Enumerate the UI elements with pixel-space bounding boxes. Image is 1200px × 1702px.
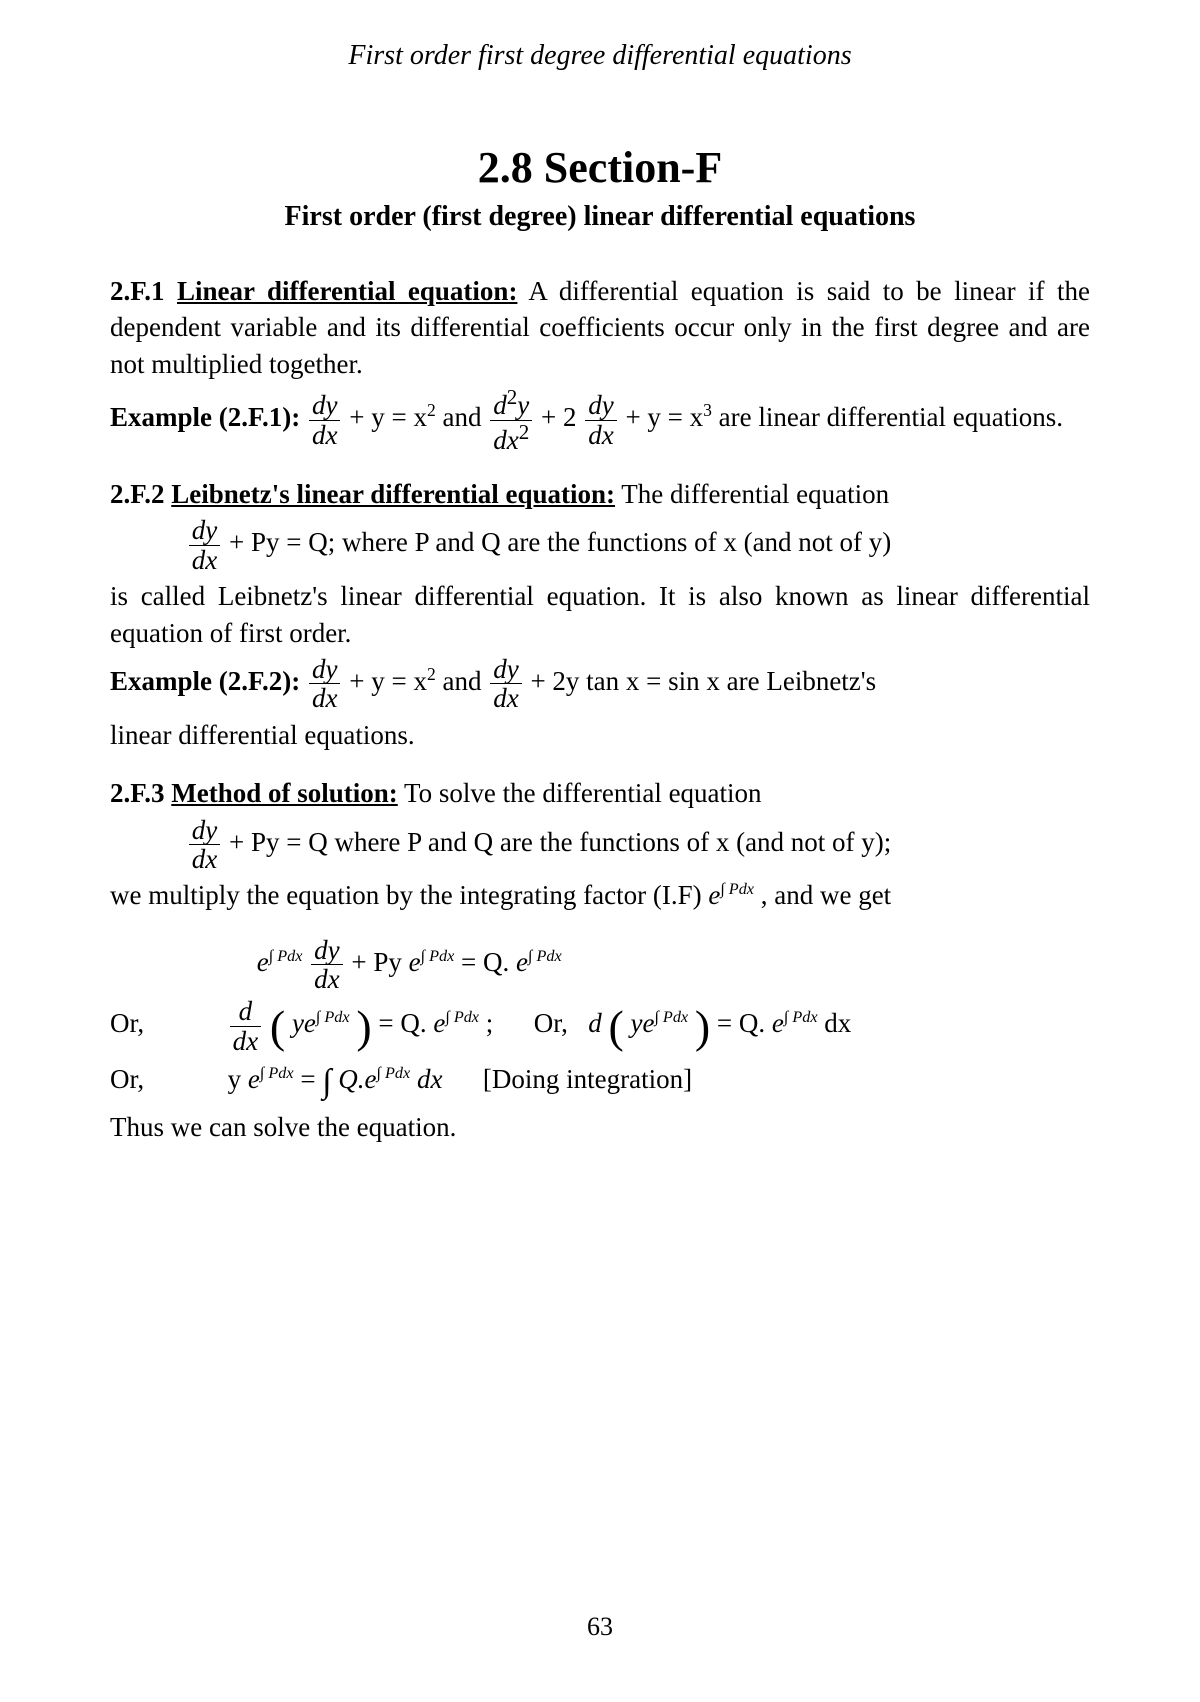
eq2-tail: + y = x (625, 402, 703, 432)
ex1-tail: are linear differential equations. (719, 402, 1063, 432)
frac-dy-dx: dydx (309, 391, 340, 449)
section-title: 2.8 Section-F (110, 142, 1090, 193)
frac-dy-dx: dydx (490, 655, 521, 713)
ex-label: Example (2.F.1): (110, 402, 300, 432)
and: and (442, 402, 488, 432)
and: and (442, 666, 488, 696)
method-text2: we multiply the equation by the integrat… (110, 877, 1090, 913)
frac-d-dx: ddx (230, 997, 261, 1055)
section-f2: 2.F.2 Leibnetz's linear differential equ… (110, 476, 1090, 512)
frac-dy-dx: dydx (189, 516, 220, 574)
sec-label: 2.F.2 (110, 479, 165, 509)
inline: + Py = Q; where P and Q are the function… (229, 527, 891, 557)
sec-heading: Linear differential equation: (177, 276, 517, 306)
integration-note: [Doing integration] (483, 1064, 692, 1094)
sec-text: The differential equation (615, 479, 889, 509)
leibnetz-eq: dydx + Py = Q; where P and Q are the fun… (110, 516, 1090, 574)
math-final: Thus we can solve the equation. (110, 1109, 1090, 1145)
example-f2-tail: linear differential equations. (110, 717, 1090, 753)
math-line2: Or, ddx ( ye∫ Pdx ) = Q. e∫ Pdx ; Or, d … (110, 997, 1090, 1055)
running-header: First order first degree differential eq… (110, 40, 1090, 72)
ex-label: Example (2.F.2): (110, 666, 300, 696)
eq1: + y = x (349, 666, 427, 696)
example-f1: Example (2.F.1): dydx + y = x2 and d2ydx… (110, 386, 1090, 454)
sec-heading: Leibnetz's linear differential equation: (171, 479, 615, 509)
section-f3: 2.F.3 Method of solution: To solve the d… (110, 775, 1090, 811)
frac-dy-dx: dydx (309, 655, 340, 713)
math-line1: e∫ Pdx dydx + Py e∫ Pdx = Q. e∫ Pdx (110, 936, 1090, 994)
sec-heading: Method of solution: (171, 778, 398, 808)
page: First order first degree differential eq… (0, 0, 1200, 1702)
frac-dy-dx: dydx (311, 936, 342, 994)
frac-d2y-dx2: d2ydx2 (490, 386, 532, 454)
method-eq: dydx + Py = Q where P and Q are the func… (110, 816, 1090, 874)
sec-text: To solve the differential equation (398, 778, 762, 808)
eq2-mid: + 2 (541, 402, 576, 432)
math-line3: Or, y e∫ Pdx = ∫ Q.e∫ Pdx dx [Doing inte… (110, 1059, 1090, 1105)
inline: + Py = Q where P and Q are the functions… (229, 827, 891, 857)
section-f1: 2.F.1 Linear differential equation: A di… (110, 273, 1090, 382)
eq1-rhs: + y = x (349, 402, 427, 432)
eq2: + 2y tan x = sin x are Leibnetz's (530, 666, 876, 696)
leibnetz-def: is called Leibnetz's linear differential… (110, 578, 1090, 651)
example-f2: Example (2.F.2): dydx + y = x2 and dydx … (110, 655, 1090, 713)
page-number: 63 (0, 1612, 1200, 1642)
subtitle: First order (first degree) linear differ… (110, 201, 1090, 233)
sec-label: 2.F.3 (110, 778, 165, 808)
frac-dy-dx: dydx (189, 816, 220, 874)
frac-dy-dx-2: dydx (585, 391, 616, 449)
sec-label: 2.F.1 (110, 276, 165, 306)
